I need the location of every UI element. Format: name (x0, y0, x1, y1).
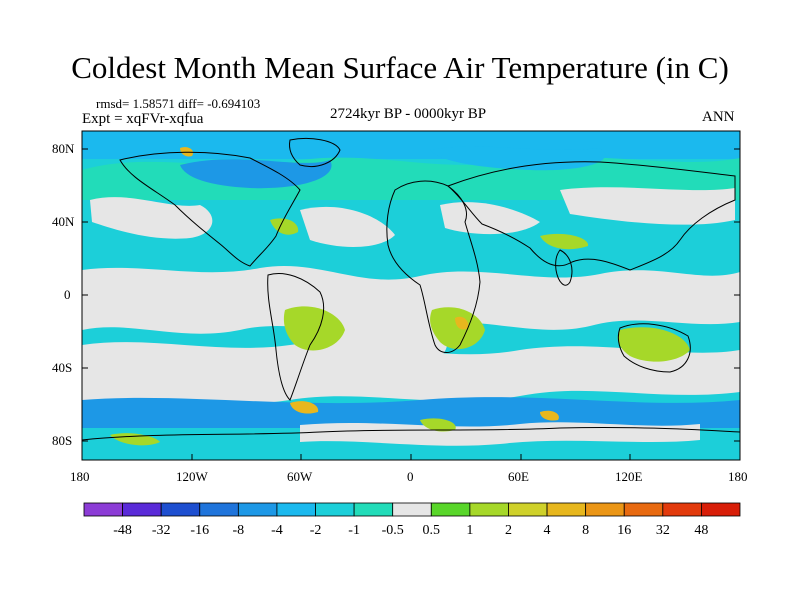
coastlines (82, 137, 740, 441)
colorbar-label: -2 (310, 523, 322, 538)
colorbar-label: 48 (694, 523, 708, 538)
period-label: 2724kyr BP - 0000kyr BP (330, 106, 487, 122)
lat-label-40s: 40S (52, 360, 72, 375)
lon-label-60e: 60E (508, 469, 529, 484)
colorbar-label: -48 (113, 523, 132, 538)
lat-label-40n: 40N (52, 214, 75, 229)
colorbar-label: 2 (505, 523, 512, 538)
lat-label-0: 0 (64, 287, 71, 302)
colorbar-label: -8 (233, 523, 245, 538)
colorbar-label: 1 (466, 523, 473, 538)
colorbar-label: 32 (656, 523, 670, 538)
colorbar-swatch (430, 502, 471, 517)
stats-text: rmsd= 1.58571 diff= -0.694103 (96, 96, 261, 111)
experiment-label: Expt = xqFVr-xqfua (82, 111, 204, 127)
colorbar-label: -0.5 (382, 523, 404, 538)
colorbar-swatch (199, 502, 239, 517)
lat-label-80s: 80S (52, 433, 72, 448)
season-label: ANN (702, 109, 735, 125)
colorbar-swatch (315, 502, 355, 517)
colorbar-label: 8 (582, 523, 589, 538)
lon-label-180e: 180 (728, 469, 748, 484)
lon-label-0: 0 (407, 469, 414, 484)
colorbar-swatch (392, 502, 432, 517)
colorbar-swatch (585, 502, 625, 517)
temperature-field (82, 131, 740, 460)
lon-label-120e: 120E (615, 469, 643, 484)
colorbar-swatch (353, 502, 394, 517)
colorbar-swatch (237, 502, 278, 517)
plot-title: Coldest Month Mean Surface Air Temperatu… (71, 50, 729, 85)
colorbar-label: 16 (617, 523, 631, 538)
colorbar-label: -16 (190, 523, 209, 538)
colorbar-label: 4 (544, 523, 551, 538)
colorbar-swatch (701, 502, 741, 517)
lon-label-120w: 120W (176, 469, 209, 484)
colorbar-swatch (469, 502, 509, 517)
colorbar-label: -32 (152, 523, 171, 538)
longitude-ticks (191, 454, 631, 460)
colorbar (83, 502, 741, 517)
colorbar-swatch (276, 502, 316, 517)
colorbar-swatch (662, 502, 702, 517)
colorbar-label: 0.5 (423, 523, 441, 538)
colorbar-swatch (83, 502, 123, 517)
lon-label-60w: 60W (287, 469, 313, 484)
colorbar-swatch (546, 502, 587, 517)
colorbar-swatch (623, 502, 664, 517)
lat-label-80n: 80N (52, 141, 75, 156)
colorbar-swatch (122, 502, 162, 517)
colorbar-swatch (508, 502, 548, 517)
colorbar-label: -4 (271, 523, 283, 538)
latitude-ticks (82, 148, 740, 442)
colorbar-labels: -48 -32 -16 -8 -4 -2 -1 -0.5 0.5 1 2 4 8 16 32 48 (113, 523, 708, 538)
colorbar-label: -1 (348, 523, 360, 538)
colorbar-swatch (160, 502, 201, 517)
lon-label-180w: 180 (70, 469, 90, 484)
